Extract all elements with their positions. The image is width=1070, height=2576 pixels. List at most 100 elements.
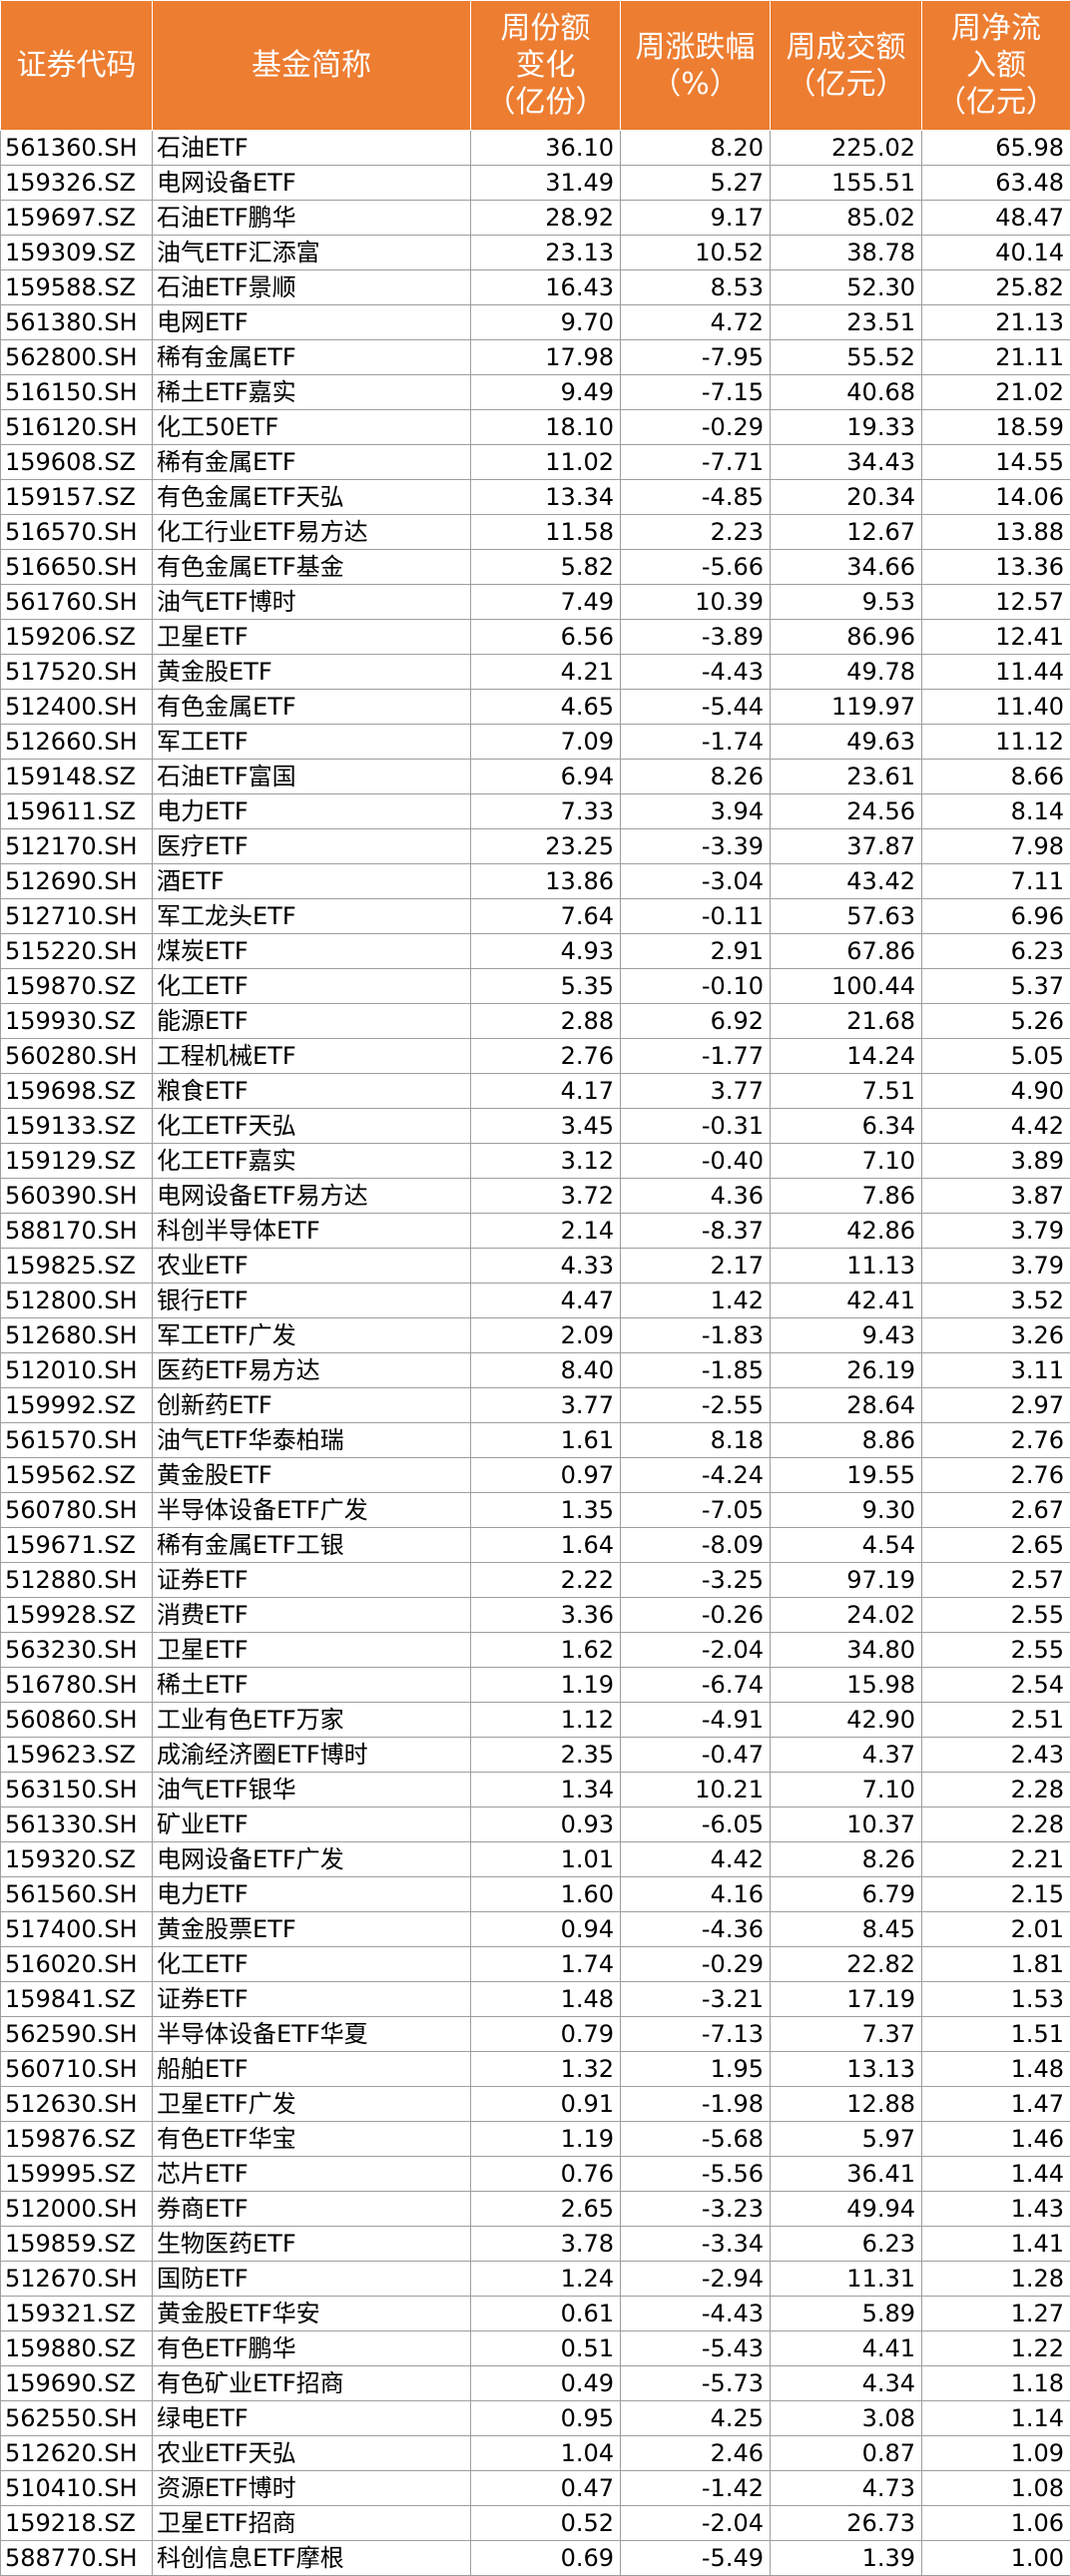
weekly-change-cell: -2.04 [621, 2506, 771, 2541]
share-change-cell: 1.12 [471, 1703, 621, 1738]
header-weekly-change-line2: （%） [621, 66, 770, 103]
weekly-change-cell: 1.42 [621, 1284, 771, 1318]
turnover-cell: 4.41 [771, 2331, 922, 2366]
share-change-cell: 31.49 [471, 166, 621, 201]
turnover-cell: 4.34 [771, 2366, 922, 2401]
weekly-change-cell: -0.29 [621, 1947, 771, 1982]
turnover-cell: 13.13 [771, 2052, 922, 2087]
weekly-change-cell: 8.53 [621, 270, 771, 305]
net-inflow-cell: 14.55 [922, 445, 1070, 480]
weekly-change-cell: -3.23 [621, 2192, 771, 2227]
weekly-change-cell: 2.23 [621, 515, 771, 550]
fund-name-cell: 军工龙头ETF [153, 899, 471, 934]
turnover-cell: 22.82 [771, 1947, 922, 1982]
net-inflow-cell: 3.87 [922, 1179, 1070, 1214]
share-change-cell: 13.86 [471, 864, 621, 899]
header-name: 基金简称 [153, 1, 471, 131]
turnover-cell: 11.13 [771, 1249, 922, 1284]
security-code-cell: 512630.SH [1, 2087, 153, 2122]
security-code-cell: 159588.SZ [1, 270, 153, 305]
net-inflow-cell: 1.06 [922, 2506, 1070, 2541]
share-change-cell: 0.47 [471, 2471, 621, 2506]
security-code-cell: 159859.SZ [1, 2227, 153, 2262]
fund-name-cell: 稀有金属ETF工银 [153, 1528, 471, 1563]
share-change-cell: 2.76 [471, 1039, 621, 1074]
share-change-cell: 11.02 [471, 445, 621, 480]
turnover-cell: 24.02 [771, 1598, 922, 1633]
fund-name-cell: 稀有金属ETF [153, 445, 471, 480]
share-change-cell: 1.61 [471, 1423, 621, 1458]
fund-name-cell: 石油ETF鹏华 [153, 201, 471, 236]
net-inflow-cell: 2.21 [922, 1842, 1070, 1877]
net-inflow-cell: 13.88 [922, 515, 1070, 550]
fund-name-cell: 有色金属ETF [153, 690, 471, 725]
weekly-change-cell: 4.42 [621, 1842, 771, 1877]
weekly-change-cell: -4.43 [621, 655, 771, 690]
weekly-change-cell: 2.17 [621, 1249, 771, 1284]
weekly-change-cell: -1.85 [621, 1353, 771, 1388]
fund-name-cell: 电网设备ETF [153, 166, 471, 201]
turnover-cell: 17.19 [771, 1982, 922, 2017]
turnover-cell: 34.66 [771, 550, 922, 585]
security-code-cell: 159928.SZ [1, 1598, 153, 1633]
net-inflow-cell: 2.28 [922, 1773, 1070, 1807]
header-net-inflow-line3: （亿元） [922, 84, 1070, 121]
turnover-cell: 26.19 [771, 1353, 922, 1388]
share-change-cell: 6.56 [471, 620, 621, 655]
header-share-change: 周份额 变化 （亿份） [471, 1, 621, 131]
turnover-cell: 42.86 [771, 1214, 922, 1249]
security-code-cell: 159825.SZ [1, 1249, 153, 1284]
weekly-change-cell: -7.13 [621, 2017, 771, 2052]
weekly-change-cell: 4.36 [621, 1179, 771, 1214]
net-inflow-cell: 40.14 [922, 236, 1070, 270]
weekly-change-cell: 2.46 [621, 2436, 771, 2471]
net-inflow-cell: 1.53 [922, 1982, 1070, 2017]
share-change-cell: 1.19 [471, 2122, 621, 2157]
turnover-cell: 36.41 [771, 2157, 922, 2192]
turnover-cell: 42.41 [771, 1284, 922, 1318]
security-code-cell: 515220.SH [1, 934, 153, 969]
net-inflow-cell: 1.44 [922, 2157, 1070, 2192]
fund-name-cell: 稀土ETF嘉实 [153, 375, 471, 410]
weekly-change-cell: -0.26 [621, 1598, 771, 1633]
fund-name-cell: 农业ETF天弘 [153, 2436, 471, 2471]
security-code-cell: 159698.SZ [1, 1074, 153, 1109]
security-code-cell: 562590.SH [1, 2017, 153, 2052]
security-code-cell: 159148.SZ [1, 760, 153, 794]
turnover-cell: 49.94 [771, 2192, 922, 2227]
turnover-cell: 8.45 [771, 1912, 922, 1947]
turnover-cell: 38.78 [771, 236, 922, 270]
fund-name-cell: 电网ETF [153, 305, 471, 340]
fund-name-cell: 油气ETF银华 [153, 1773, 471, 1807]
share-change-cell: 0.61 [471, 2297, 621, 2331]
security-code-cell: 563150.SH [1, 1773, 153, 1807]
turnover-cell: 4.37 [771, 1738, 922, 1773]
net-inflow-cell: 12.41 [922, 620, 1070, 655]
weekly-change-cell: 3.77 [621, 1074, 771, 1109]
net-inflow-cell: 21.11 [922, 340, 1070, 375]
security-code-cell: 562550.SH [1, 2401, 153, 2436]
security-code-cell: 159321.SZ [1, 2297, 153, 2331]
net-inflow-cell: 1.18 [922, 2366, 1070, 2401]
turnover-cell: 67.86 [771, 934, 922, 969]
share-change-cell: 0.91 [471, 2087, 621, 2122]
net-inflow-cell: 6.96 [922, 899, 1070, 934]
